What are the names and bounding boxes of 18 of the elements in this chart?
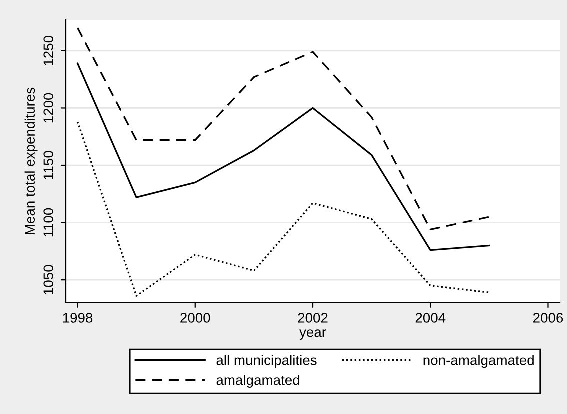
line-series — [76, 62, 490, 252]
x-axis-title: year — [300, 330, 326, 340]
line-series — [76, 121, 490, 297]
y-tick-label: 1250 — [44, 36, 54, 66]
y-tick-label: 1150 — [44, 151, 54, 180]
line-series — [76, 27, 490, 231]
y-tick-label: 1050 — [44, 265, 54, 294]
legend-label: non-amalgamated — [424, 355, 534, 368]
y-tick-label: 1200 — [44, 93, 54, 123]
legend-label: amalgamated — [216, 375, 300, 388]
x-tick-label: 2004 — [416, 313, 446, 323]
x-tick-label: 2002 — [298, 313, 328, 323]
x-tick-label: 1998 — [63, 313, 93, 323]
y-tick-label: 1100 — [44, 208, 54, 237]
y-axis-title: Mean total expenditures — [24, 88, 38, 234]
legend-label: all municipalities — [216, 355, 317, 368]
x-tick-label: 2000 — [180, 313, 210, 323]
x-tick-label: 2006 — [533, 313, 564, 323]
